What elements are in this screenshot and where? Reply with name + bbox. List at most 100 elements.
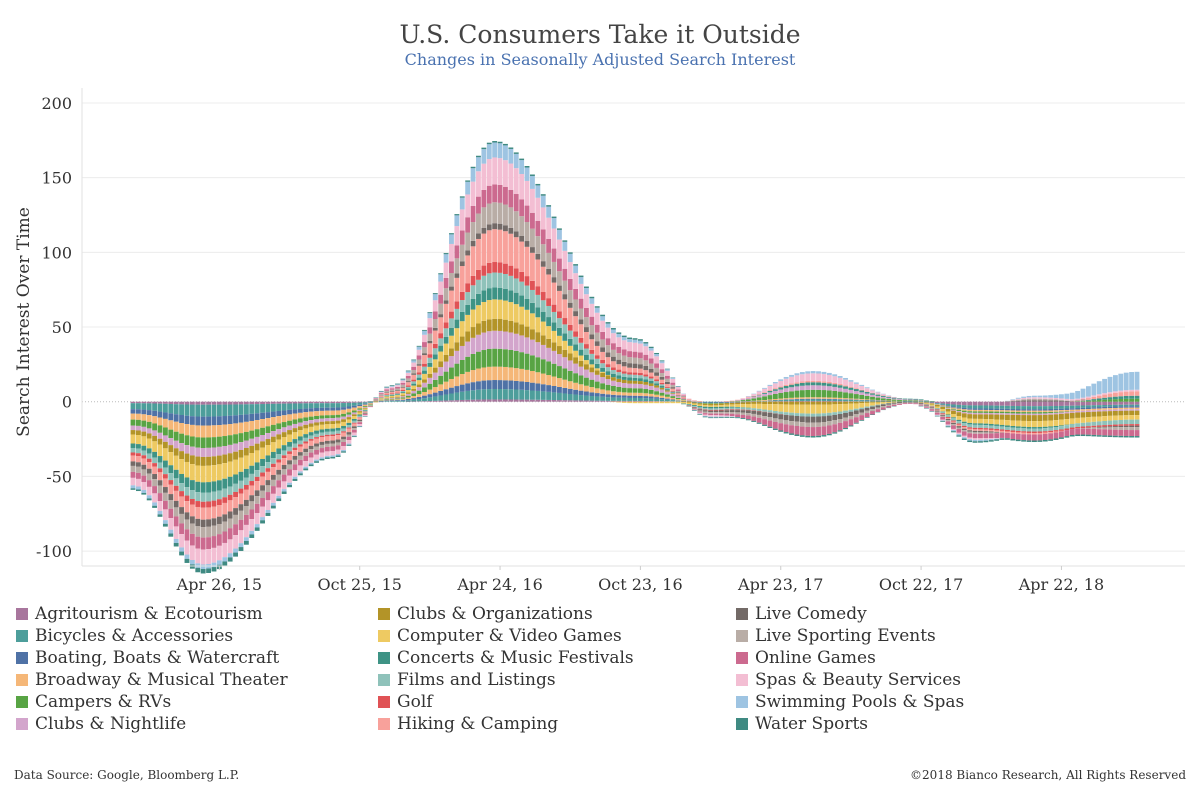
bar-segment: [864, 387, 870, 389]
bar-segment: [206, 465, 211, 483]
bar-segment: [567, 324, 573, 331]
bar-segment: [616, 382, 622, 387]
bar-segment: [762, 388, 767, 393]
bar-segment: [583, 294, 589, 308]
bar-segment: [1064, 393, 1070, 399]
bar-segment: [157, 510, 163, 515]
bar-segment: [276, 498, 282, 502]
bar-segment: [718, 401, 724, 403]
bar-segment: [357, 414, 363, 416]
bar-segment: [713, 403, 719, 406]
bar-segment: [130, 465, 136, 472]
bar-segment: [281, 432, 287, 437]
bar-segment: [530, 212, 535, 229]
bar-segment: [1059, 430, 1064, 432]
bar-segment: [146, 480, 152, 487]
bar-segment: [546, 268, 552, 275]
bar-segment: [222, 436, 228, 446]
bar-segment: [1010, 401, 1016, 402]
bar-segment: [362, 414, 368, 416]
bar-segment: [476, 213, 481, 234]
bar-segment: [481, 275, 487, 291]
bar-segment: [395, 395, 400, 397]
bar-segment: [583, 348, 589, 355]
bar-segment: [783, 401, 789, 405]
bar-segment: [686, 404, 692, 406]
bar-segment: [135, 478, 141, 487]
bar-segment: [589, 296, 595, 299]
bar-segment: [562, 250, 568, 269]
bar-segment: [589, 339, 595, 350]
bar-segment: [346, 444, 352, 446]
bar-segment: [227, 435, 233, 445]
bar-segment: [978, 412, 983, 415]
bar-segment: [972, 429, 978, 431]
bar-segment: [691, 409, 697, 410]
bar-segment: [432, 372, 438, 380]
bar-segment: [351, 429, 357, 433]
bar-segment: [1107, 426, 1113, 428]
bar-segment: [557, 311, 562, 319]
bar-segment: [287, 409, 292, 415]
bar-segment: [238, 414, 244, 423]
bar-segment: [983, 405, 989, 409]
bar-segment: [465, 181, 471, 195]
bar-segment: [470, 327, 476, 338]
bar-segment: [454, 328, 460, 343]
bar-segment: [999, 430, 1005, 433]
bar-segment: [395, 397, 400, 399]
legend-swatch: [736, 652, 748, 664]
bar-segment: [405, 372, 411, 376]
bar-segment: [670, 384, 676, 388]
bar-segment: [1021, 431, 1027, 433]
bar-segment: [1064, 411, 1070, 414]
bar-segment: [152, 401, 158, 404]
bar-segment: [384, 399, 390, 400]
bar-segment: [1069, 408, 1075, 410]
bar-segment: [924, 403, 929, 404]
bar-segment: [826, 383, 832, 387]
bar-segment: [988, 439, 994, 441]
bar-segment: [1037, 421, 1043, 428]
bar-segment: [173, 431, 179, 441]
bar-segment: [654, 401, 660, 402]
bar-segment: [745, 404, 751, 408]
bar-segment: [994, 413, 1000, 415]
bar-segment: [395, 400, 400, 402]
bar-segment: [346, 440, 352, 444]
bar-segment: [497, 141, 503, 144]
bar-segment: [848, 409, 854, 412]
bar-segment: [179, 491, 185, 497]
bar-segment: [287, 475, 292, 483]
bar-segment: [486, 366, 492, 381]
bar-segment: [179, 483, 185, 492]
bar-segment: [956, 407, 962, 409]
bar-segment: [260, 441, 265, 448]
bar-segment: [724, 402, 730, 403]
bar-segment: [389, 385, 395, 387]
bar-segment: [961, 428, 967, 431]
bar-segment: [924, 404, 929, 406]
bar-segment: [216, 436, 222, 447]
legend-label: Hiking & Camping: [397, 714, 559, 734]
bar-segment: [648, 350, 654, 359]
bar-segment: [562, 280, 568, 295]
bar-segment: [1129, 389, 1135, 392]
bar-segment: [783, 399, 789, 400]
bar-segment: [994, 425, 1000, 429]
bar-segment: [929, 403, 935, 405]
bar-segment: [384, 394, 390, 395]
bar-segment: [886, 402, 892, 404]
bar-segment: [362, 406, 368, 408]
bar-segment: [837, 391, 843, 398]
bar-segment: [589, 298, 595, 304]
bar-segment: [427, 394, 433, 398]
bar-segment: [875, 402, 881, 405]
bar-segment: [162, 467, 168, 475]
x-tick-label: Oct 25, 15: [317, 575, 401, 594]
bar-segment: [821, 385, 827, 391]
bar-segment: [524, 382, 530, 391]
bar-segment: [557, 228, 562, 230]
bar-segment: [438, 400, 444, 402]
bar-segment: [637, 388, 643, 393]
